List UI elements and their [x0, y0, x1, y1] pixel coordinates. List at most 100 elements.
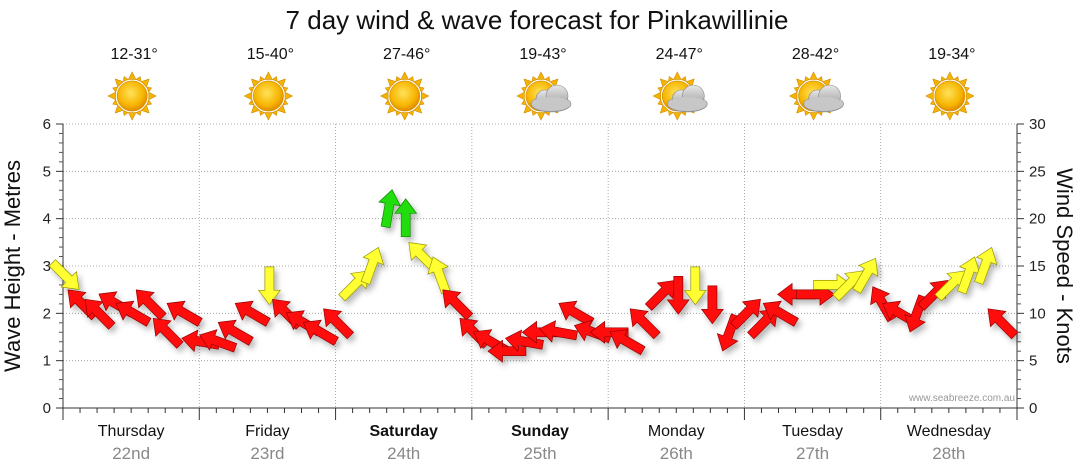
- day-date-label: 22nd: [112, 444, 150, 463]
- sun-ray: [673, 71, 682, 80]
- wind-arrow: [48, 259, 80, 290]
- sun-disc: [253, 80, 284, 112]
- sun-ray: [248, 99, 255, 106]
- left-axis-title: Wave Height - Metres: [0, 160, 25, 372]
- sun-ray: [940, 76, 947, 83]
- sun-disc: [389, 80, 421, 112]
- sun-ray: [804, 109, 811, 116]
- sun-ray: [523, 104, 533, 114]
- right-tick-label: 15: [1029, 258, 1046, 275]
- wind-arrow: [487, 339, 527, 363]
- cloud-shape: [803, 84, 844, 113]
- sun-ray: [243, 91, 253, 101]
- sun-ray: [408, 76, 415, 83]
- day-date-label: 23rd: [250, 444, 284, 463]
- sun-ray: [804, 76, 811, 83]
- wind-arrow: [338, 270, 370, 302]
- day-temperature: 28-42°: [792, 46, 839, 63]
- day-date-label: 27th: [796, 444, 829, 463]
- left-tick-label: 5: [43, 163, 51, 180]
- sun-ray: [953, 76, 960, 83]
- sun-ray: [271, 76, 278, 83]
- day-name-label: Saturday: [369, 423, 438, 440]
- wind-arrow: [700, 285, 724, 325]
- right-tick-label: 0: [1029, 400, 1037, 417]
- day-temperature: 19-43°: [519, 46, 566, 63]
- sun-ray: [793, 99, 800, 106]
- sun-ray: [531, 109, 538, 116]
- sun-ray: [418, 99, 425, 106]
- sun-ray: [250, 104, 260, 114]
- sun-ray: [146, 99, 153, 106]
- sun-ray: [667, 76, 674, 83]
- right-tick-label: 30: [1029, 116, 1046, 133]
- sun-ray: [958, 78, 968, 88]
- partly-cloudy-icon: [516, 71, 572, 121]
- wind-arrow: [974, 246, 998, 285]
- sun-ray: [122, 109, 129, 116]
- sun-ray: [667, 109, 674, 116]
- wind-arrow: [538, 320, 578, 343]
- sun-ray: [248, 86, 255, 93]
- wind-arrow: [84, 298, 116, 330]
- day-temperature: 24-47°: [656, 46, 703, 63]
- sun-ray: [114, 104, 124, 114]
- sunny-icon: [380, 71, 430, 121]
- sun-ray: [953, 109, 960, 116]
- sun-ray: [945, 71, 955, 80]
- sun-disc: [116, 80, 148, 112]
- sun-ray: [395, 76, 402, 83]
- wind-arrow: [609, 329, 646, 356]
- wind-arrow: [644, 279, 676, 311]
- sun-ray: [809, 112, 818, 121]
- day-date-label: 28th: [932, 444, 965, 463]
- right-tick-label: 20: [1029, 211, 1046, 228]
- sun-ray: [408, 109, 415, 116]
- cloud-fill: [532, 97, 570, 111]
- sun-ray: [421, 91, 430, 101]
- sun-ray: [127, 71, 137, 80]
- sun-ray: [932, 104, 942, 114]
- sun-ray: [523, 78, 533, 88]
- day-temperature: 19-34°: [928, 46, 975, 63]
- sun-ray: [945, 112, 955, 121]
- sun-ray: [963, 99, 970, 106]
- sun-ray: [400, 71, 409, 80]
- sun-ray: [276, 104, 286, 114]
- cloud-fill: [804, 97, 843, 111]
- sun-ray: [788, 91, 798, 101]
- wind-arrows: [48, 189, 1019, 363]
- left-tick-label: 0: [43, 400, 51, 417]
- wind-arrow: [729, 298, 761, 330]
- wind-arrow: [852, 257, 879, 294]
- sun-ray: [282, 99, 289, 106]
- sun-ray: [958, 104, 968, 114]
- wind-arrow: [589, 320, 629, 344]
- right-axis-title: Wind Speed - Knots: [1052, 168, 1077, 364]
- wind-arrow: [257, 266, 281, 306]
- sun-ray: [657, 86, 664, 93]
- sun-ray: [271, 109, 278, 116]
- sun-ray: [384, 86, 391, 93]
- sunny-icon: [243, 71, 294, 121]
- wind-arrow: [683, 266, 707, 306]
- sun-ray: [146, 86, 153, 93]
- wind-arrow: [234, 300, 271, 327]
- sun-ray: [276, 78, 286, 88]
- sun-ray: [932, 78, 942, 88]
- sun-ray: [657, 99, 664, 106]
- sun-ray: [816, 76, 823, 83]
- sun-ray: [536, 71, 546, 80]
- sun-ray: [963, 86, 970, 93]
- sun-ray: [413, 78, 423, 88]
- chart-title: 7 day wind & wave forecast for Pinkawill…: [286, 5, 789, 35]
- sun-ray: [284, 91, 294, 101]
- day-temperature: 12-31°: [110, 46, 157, 63]
- day-date-label: 24th: [387, 444, 420, 463]
- cloud-shape: [666, 84, 708, 113]
- sun-ray: [259, 109, 266, 116]
- sun-ray: [387, 104, 397, 114]
- sunny-icon: [107, 71, 157, 121]
- wind-arrow: [666, 276, 690, 315]
